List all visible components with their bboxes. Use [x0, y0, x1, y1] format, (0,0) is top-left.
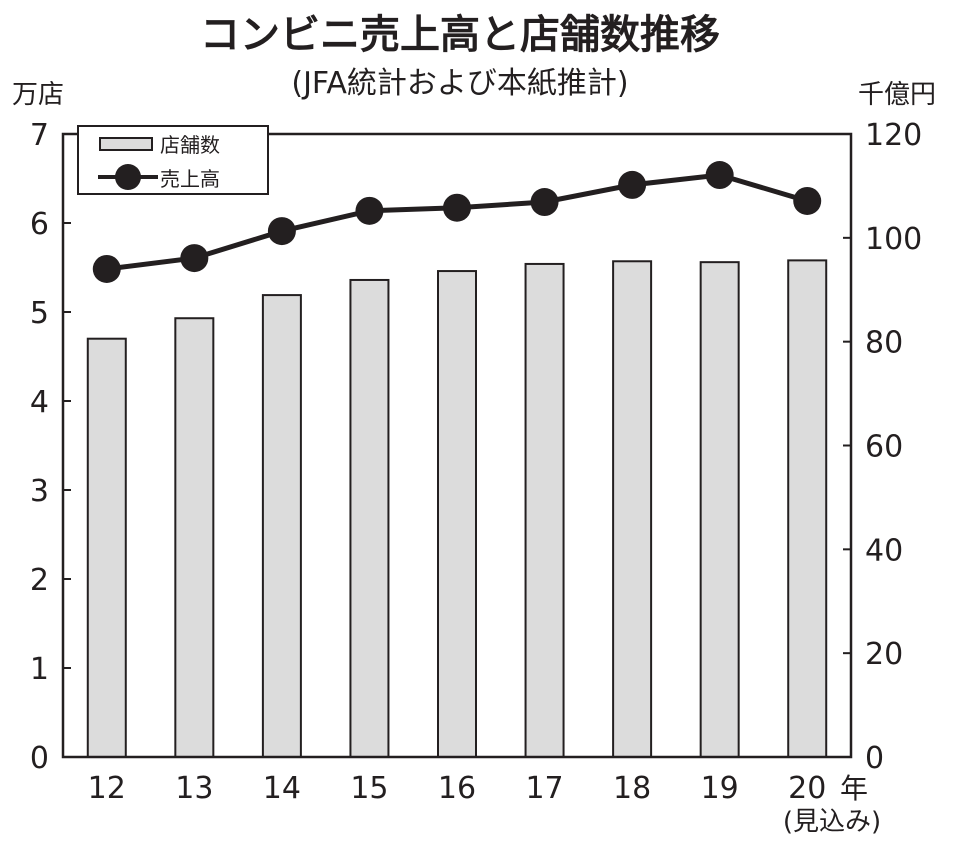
- left-tick-label: 4: [30, 385, 49, 420]
- x-tick-label: 19: [701, 771, 739, 806]
- right-tick-label: 60: [865, 430, 903, 465]
- x-axis-unit: 年: [840, 772, 868, 805]
- legend: 店舗数 売上高: [77, 125, 269, 195]
- x-tick-label: 17: [525, 771, 563, 806]
- right-tick-label: 0: [865, 741, 884, 776]
- x-tick-label: 18: [613, 771, 651, 806]
- category-note: (見込み): [783, 807, 881, 837]
- right-tick-label: 40: [865, 533, 903, 568]
- sales-point: [443, 193, 471, 222]
- legend-line-label: 売上高: [160, 167, 220, 191]
- right-tick-label: 20: [865, 637, 903, 672]
- bar: [524, 262, 565, 758]
- right-tick-label: 120: [865, 118, 922, 153]
- bar: [174, 317, 215, 758]
- chart-title: コンビニ売上高と店舗数推移: [200, 12, 720, 58]
- right-axis-unit: 千億円: [858, 80, 936, 110]
- legend-bar-swatch: [99, 137, 153, 151]
- sales-point: [618, 170, 647, 199]
- x-tick-label: 12: [88, 771, 126, 806]
- bar: [349, 278, 390, 758]
- right-tick-label: 100: [865, 222, 922, 257]
- chart-subtitle: (JFA統計および本紙推計): [291, 66, 628, 101]
- x-tick-label: 16: [438, 771, 476, 806]
- right-tick-label: 80: [865, 326, 903, 361]
- legend-bar-label: 店舗数: [160, 133, 220, 157]
- left-tick-label: 1: [30, 652, 49, 687]
- bar: [699, 261, 740, 758]
- left-tick-label: 3: [30, 474, 49, 509]
- x-tick-label: 14: [263, 771, 301, 806]
- left-tick-label: 0: [30, 741, 49, 776]
- left-tick-label: 6: [30, 207, 49, 242]
- x-tick-label: 20: [788, 771, 826, 806]
- bar: [787, 259, 828, 758]
- sales-point: [180, 244, 209, 273]
- legend-line-marker: [115, 164, 141, 190]
- sales-point: [530, 188, 559, 217]
- left-tick-label: 5: [30, 296, 49, 331]
- left-axis-unit: 万店: [12, 80, 64, 110]
- bar: [437, 270, 477, 758]
- bar: [261, 294, 302, 758]
- x-tick-label: 13: [175, 771, 213, 806]
- sales-point: [267, 217, 296, 246]
- left-tick-label: 2: [30, 563, 49, 598]
- bar: [612, 260, 653, 758]
- x-tick-label: 15: [350, 771, 388, 806]
- left-tick-label: 7: [30, 118, 49, 153]
- sales-point: [705, 161, 734, 190]
- sales-point: [92, 254, 121, 283]
- sales-point: [793, 186, 822, 215]
- bar: [86, 337, 127, 758]
- sales-point: [355, 196, 384, 225]
